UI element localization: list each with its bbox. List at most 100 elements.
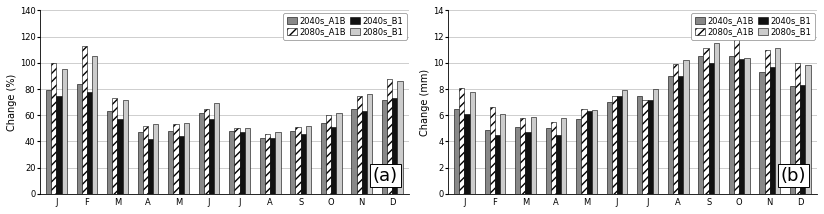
Bar	[576, 119, 582, 194]
Bar	[245, 128, 250, 194]
Bar	[92, 56, 97, 194]
Bar	[637, 96, 643, 194]
Bar	[653, 89, 658, 194]
Bar	[62, 69, 67, 194]
Bar	[87, 92, 92, 194]
Bar	[678, 76, 683, 194]
Bar	[107, 111, 112, 194]
Bar	[173, 125, 179, 194]
Bar	[392, 98, 397, 194]
Bar	[209, 119, 214, 194]
Y-axis label: Change (mm): Change (mm)	[420, 69, 430, 136]
Bar	[382, 100, 387, 194]
Bar	[800, 85, 805, 194]
Bar	[397, 81, 403, 194]
Bar	[805, 65, 811, 194]
Bar	[148, 139, 153, 194]
Bar	[704, 48, 709, 194]
Bar	[168, 131, 173, 194]
Bar	[495, 135, 500, 194]
Y-axis label: Change (%): Change (%)	[7, 74, 17, 131]
Bar	[56, 96, 62, 194]
Bar	[612, 96, 617, 194]
Text: (b): (b)	[780, 167, 806, 185]
Bar	[77, 84, 82, 194]
Bar	[550, 122, 556, 194]
Bar	[770, 67, 775, 194]
Bar	[739, 59, 744, 194]
Bar	[184, 123, 189, 194]
Bar	[587, 111, 592, 194]
Bar	[622, 90, 627, 194]
Bar	[470, 92, 475, 194]
Bar	[526, 132, 531, 194]
Legend: 2040s_A1B, 2080s_A1B, 2040s_B1, 2080s_B1: 2040s_A1B, 2080s_A1B, 2040s_B1, 2080s_B1	[691, 13, 815, 40]
Bar	[454, 109, 459, 194]
Bar	[387, 79, 392, 194]
Bar	[485, 130, 489, 194]
Bar	[643, 100, 648, 194]
Bar	[229, 131, 235, 194]
Bar	[744, 58, 750, 194]
Bar	[775, 48, 780, 194]
Bar	[795, 63, 800, 194]
Bar	[357, 96, 362, 194]
Bar	[667, 76, 673, 194]
Bar	[240, 132, 245, 194]
Bar	[301, 134, 306, 194]
Bar	[123, 100, 128, 194]
Bar	[500, 114, 505, 194]
Bar	[235, 128, 240, 194]
Bar	[326, 115, 331, 194]
Bar	[199, 113, 204, 194]
Bar	[515, 127, 520, 194]
Bar	[351, 109, 357, 194]
Bar	[179, 136, 184, 194]
Bar	[459, 88, 465, 194]
Bar	[520, 118, 526, 194]
Bar	[606, 102, 612, 194]
Bar	[82, 46, 87, 194]
Bar	[367, 94, 372, 194]
Bar	[362, 111, 367, 194]
Bar	[734, 39, 739, 194]
Bar	[790, 86, 795, 194]
Bar	[556, 135, 561, 194]
Bar	[204, 109, 209, 194]
Bar	[153, 125, 158, 194]
Bar	[617, 96, 622, 194]
Bar	[296, 127, 301, 194]
Bar	[582, 109, 587, 194]
Bar	[51, 63, 56, 194]
Bar	[673, 64, 678, 194]
Bar	[465, 114, 470, 194]
Bar	[260, 138, 265, 194]
Legend: 2040s_A1B, 2080s_A1B, 2040s_B1, 2080s_B1: 2040s_A1B, 2080s_A1B, 2040s_B1, 2080s_B1	[283, 13, 406, 40]
Bar	[214, 104, 219, 194]
Bar	[545, 128, 550, 194]
Bar	[46, 90, 51, 194]
Bar	[336, 113, 342, 194]
Bar	[683, 60, 689, 194]
Bar	[306, 126, 311, 194]
Bar	[270, 138, 275, 194]
Bar	[143, 126, 148, 194]
Bar	[118, 119, 123, 194]
Bar	[765, 50, 770, 194]
Bar	[698, 56, 704, 194]
Bar	[714, 43, 719, 194]
Bar	[728, 56, 734, 194]
Bar	[709, 63, 714, 194]
Bar	[648, 100, 653, 194]
Bar	[275, 132, 280, 194]
Bar	[265, 134, 270, 194]
Bar	[290, 131, 296, 194]
Bar	[561, 118, 566, 194]
Bar	[138, 132, 143, 194]
Bar	[331, 127, 336, 194]
Bar	[531, 117, 536, 194]
Bar	[321, 123, 326, 194]
Bar	[592, 110, 597, 194]
Bar	[112, 98, 118, 194]
Text: (a): (a)	[373, 167, 398, 185]
